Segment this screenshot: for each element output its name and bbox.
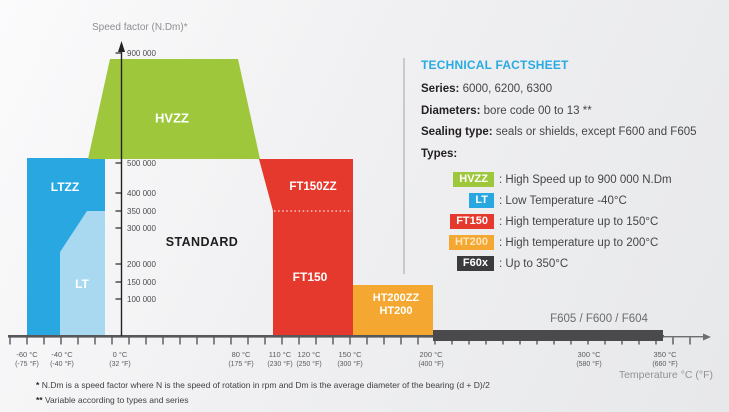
factsheet-title: TECHNICAL FACTSHEET [421,58,569,72]
x-tick-label-minus60: -60 °C (-75 °F) [15,350,39,368]
y-tick-label-150000: 150 000 [127,278,156,287]
f60x-bar-label: F605 / F600 / F604 [550,313,648,325]
y-tick-label-200000: 200 000 [127,260,156,269]
legend-text-f60x: : Up to 350°C [499,257,569,270]
x-tick-label-80: 80 °C (175 °F) [228,350,254,368]
legend-text-ht200: : High temperature up to 200°C [499,236,659,249]
f60x-badge: F60x [456,256,494,271]
x-axis-extension-line [663,336,703,338]
legend-row-hvzz: HVZZ : High Speed up to 900 000 N.Dm [421,169,729,190]
ltzz-region-label: LTZZ [50,180,80,194]
x-axis-line [8,335,664,338]
x-tick-label-200: 200 °C (400 °F) [418,350,444,368]
ft150-region-label: FT150 [292,270,328,284]
x-tick-label-minus40: -40 °C (-40 °F) [50,350,74,368]
lt-badge: LT [469,193,494,208]
ft150-region [259,159,353,336]
types-legend: HVZZ : High Speed up to 900 000 N.Dm LT … [421,169,729,274]
legend-text-hvzz: : High Speed up to 900 000 N.Dm [499,173,672,186]
legend-row-ht200: HT200 : High temperature up to 200°C [421,232,729,253]
lt-region-label: LT [75,277,89,291]
f60x-bar-region [433,330,663,341]
footnote-variable: ** Variable according to types and serie… [36,395,189,405]
y-tick-label-350000: 350 000 [127,207,156,216]
footnote-ndm: * N.Dm is a speed factor where N is the … [36,380,490,390]
legend-row-lt: LT : Low Temperature -40°C [421,190,729,211]
x-tick-label-300: 300 °C (580 °F) [576,350,602,368]
ft150zz-region-label: FT150ZZ [289,181,337,193]
x-axis-arrowhead-icon [703,333,711,341]
legend-row-f60x: F60x : Up to 350°C [421,253,729,274]
x-tick-label-350: 350 °C (660 °F) [652,350,678,368]
y-axis-arrowhead-icon [118,41,125,52]
y-tick-label-500000: 500 000 [127,159,156,168]
x-tick-label-150: 150 °C (300 °F) [337,350,363,368]
legend-text-ft150: : High temperature up to 150°C [499,215,659,228]
y-axis-ticks [115,52,122,300]
x-tick-label-120: 120 °C (250 °F) [296,350,322,368]
y-axis-title: Speed factor (N.Dm)* [92,22,188,33]
ht200-badge: HT200 [448,235,494,250]
y-tick-label-400000: 400 000 [127,189,156,198]
hvzz-badge: HVZZ [453,172,494,187]
factsheet-types-heading: Types: [421,147,458,160]
y-tick-label-100000: 100 000 [127,295,156,304]
x-tick-label-0: 0 °C (32 °F) [109,350,131,368]
x-tick-label-110: 110 °C (230 °F) [267,350,293,368]
factsheet-diameters-row: Diameters: bore code 00 to 13 ** [421,104,592,117]
y-tick-label-900000: 900 000 [127,49,156,58]
hvzz-region-label: HVZZ [155,110,189,126]
legend-row-ft150: FT150 : High temperature up to 150°C [421,211,729,232]
lt-region [60,211,105,336]
ht200-region [353,285,433,336]
ft150-badge: FT150 [450,214,494,229]
legend-text-lt: : Low Temperature -40°C [499,194,627,207]
x-axis-title: Temperature °C (°F) [618,369,713,381]
ht200-region-label: HT200ZZ HT200 [372,292,420,317]
factsheet-panel: TECHNICAL FACTSHEET Series: 6000, 6200, … [403,58,729,274]
factsheet-series-row: Series: 6000, 6200, 6300 [421,83,553,95]
factsheet-sealing-row: Sealing type: seals or shields, except F… [421,126,697,138]
standard-region-label: STANDARD [165,235,239,249]
y-tick-label-300000: 300 000 [127,224,156,233]
hvzz-region [88,59,260,159]
